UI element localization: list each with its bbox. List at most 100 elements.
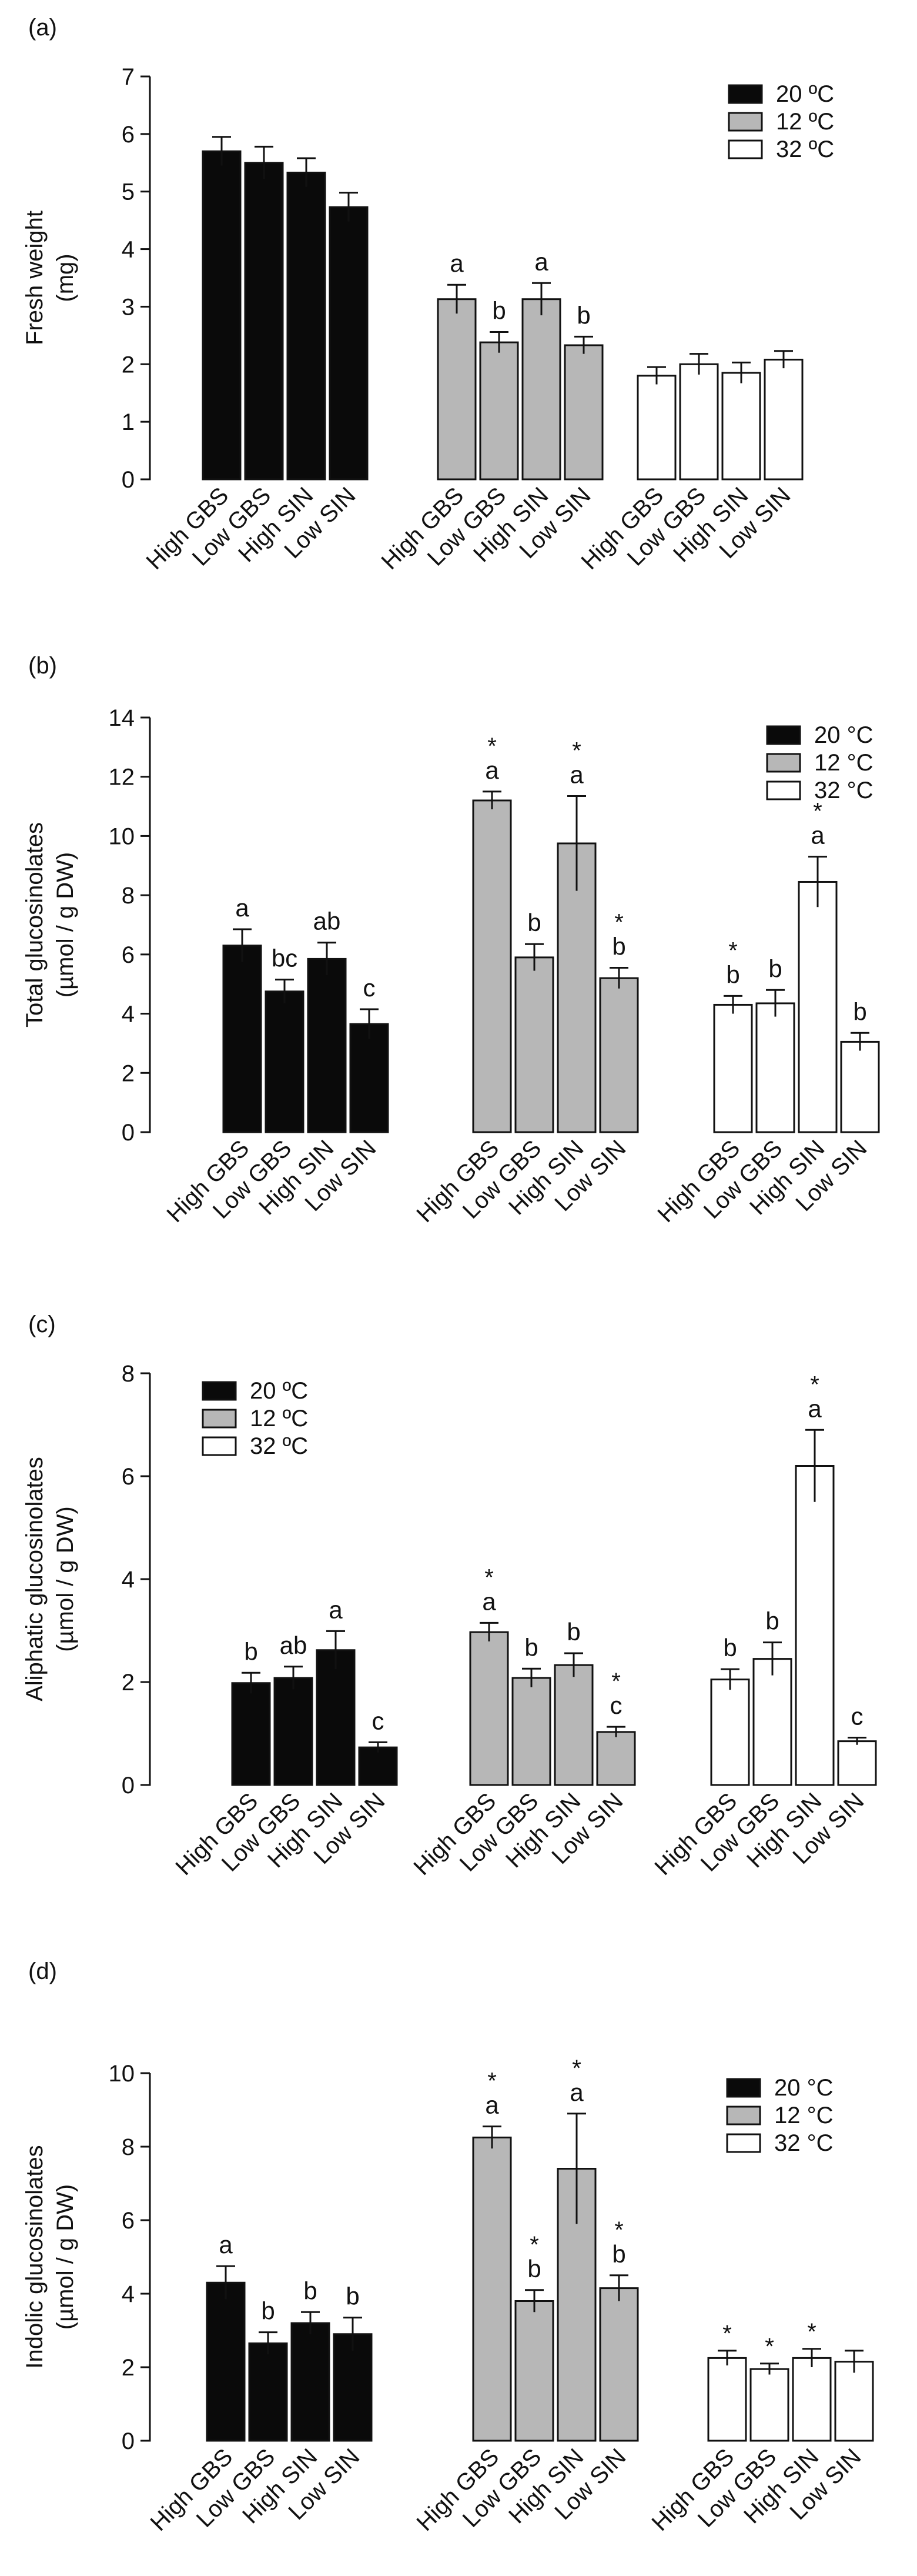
y-tick-label: 2 <box>122 1670 135 1696</box>
panel-label: (a) <box>28 15 57 41</box>
legend-swatch <box>726 2105 761 2125</box>
significance-letter: b <box>726 960 739 988</box>
significance-star: * <box>722 2321 732 2347</box>
legend-swatch <box>728 139 763 159</box>
bar <box>792 2357 832 2442</box>
legend-label: 12 °C <box>774 2103 834 2128</box>
bar <box>749 2368 789 2442</box>
bar <box>795 1465 835 1786</box>
y-tick-label: 5 <box>122 179 135 205</box>
y-tick-label: 8 <box>122 1361 135 1387</box>
legend-swatch <box>726 2078 761 2098</box>
legend-label: 32 °C <box>814 778 874 803</box>
significance-star: * <box>813 799 822 825</box>
significance-letter: b <box>765 1607 779 1635</box>
significance-star: * <box>614 910 624 936</box>
bar <box>721 372 761 481</box>
significance-letter: a <box>329 1596 343 1623</box>
significance-letter: b <box>492 296 506 324</box>
y-tick-label: 0 <box>122 1120 135 1146</box>
bar <box>752 1658 792 1786</box>
bar <box>511 1677 551 1786</box>
y-tick-label: 0 <box>122 467 135 493</box>
y-tick-label: 2 <box>122 1060 135 1086</box>
y-axis-label-line1: Fresh weight <box>22 211 48 345</box>
bar <box>755 1002 795 1133</box>
legend-swatch <box>766 725 801 745</box>
significance-letter: c <box>610 1691 623 1719</box>
significance-letter: a <box>534 248 548 275</box>
y-tick-label: 4 <box>122 1002 135 1027</box>
significance-letter: b <box>261 2297 275 2325</box>
bar <box>710 1679 750 1786</box>
legend-label: 32 ºC <box>250 1433 308 1459</box>
significance-letter: ab <box>313 907 341 935</box>
y-tick-label: 12 <box>109 765 135 790</box>
y-tick-label: 3 <box>122 294 135 320</box>
bar <box>349 1023 389 1133</box>
bar <box>472 2136 512 2442</box>
bar <box>231 1682 271 1786</box>
y-axis-label-line1: Aliphatic glucosinolates <box>22 1457 48 1701</box>
significance-letter: c <box>851 1703 864 1730</box>
legend-swatch <box>202 1409 237 1429</box>
bar <box>707 2357 747 2442</box>
legend-swatch <box>202 1381 237 1401</box>
legend-swatch <box>766 780 801 800</box>
significance-letter: b <box>524 1633 538 1661</box>
legend-label: 20 ºC <box>250 1378 308 1404</box>
legend-swatch <box>202 1436 237 1456</box>
bar <box>679 363 719 481</box>
significance-letter: a <box>570 760 584 788</box>
bar <box>329 206 369 481</box>
significance-letter: a <box>482 1587 496 1615</box>
panel-b: (b) 0 2 4 6 8 10 12 14 Total glucosinolates (µmol … <box>22 653 880 1227</box>
significance-letter: a <box>485 756 499 784</box>
significance-letter: ab <box>280 1631 307 1659</box>
bar <box>713 1003 753 1133</box>
significance-letter: b <box>527 909 541 936</box>
significance-letter: b <box>853 997 866 1025</box>
bar <box>834 2361 874 2442</box>
y-tick-label: 8 <box>122 883 135 909</box>
significance-star: * <box>614 2217 624 2243</box>
significance-star: * <box>572 738 581 763</box>
bar <box>222 945 262 1133</box>
legend-label: 32 °C <box>774 2130 834 2156</box>
significance-letter: a <box>485 2091 499 2119</box>
legend-label: 20 °C <box>814 722 874 748</box>
y-axis-label-line2: (µmol / g DW) <box>52 2184 78 2330</box>
significance-star: * <box>572 2056 581 2081</box>
significance-letter: b <box>612 933 625 960</box>
legend-label: 12 °C <box>814 750 874 776</box>
significance-letter: a <box>808 1394 822 1422</box>
legend-swatch <box>728 112 763 132</box>
bar <box>514 956 554 1133</box>
bar <box>273 1677 313 1786</box>
significance-star: * <box>484 1564 494 1590</box>
y-tick-label: 0 <box>122 2428 135 2454</box>
legend-label: 12 ºC <box>776 109 834 135</box>
significance-letter: b <box>346 2283 359 2310</box>
bar <box>316 1649 356 1786</box>
bar <box>840 1040 880 1133</box>
y-tick-label: 8 <box>122 2134 135 2160</box>
panel-d: (d) 0 2 4 6 8 10 Indolic glucosinolates (µmol / … <box>22 1958 874 2536</box>
bar <box>521 298 561 481</box>
significance-letter: bc <box>272 945 297 972</box>
y-tick-label: 2 <box>122 2355 135 2381</box>
bar <box>554 1664 594 1786</box>
y-tick-label: 7 <box>122 64 135 90</box>
y-tick-label: 6 <box>122 2208 135 2234</box>
bar <box>469 1631 509 1786</box>
legend: 20 °C12 °C32 °C <box>766 722 874 803</box>
y-tick-label: 10 <box>109 823 135 849</box>
legend-swatch <box>766 753 801 773</box>
y-tick-label: 1 <box>122 409 135 435</box>
legend-label: 32 ºC <box>776 136 834 162</box>
significance-letter: b <box>612 2240 625 2268</box>
y-tick-label: 6 <box>122 1464 135 1490</box>
bar <box>265 990 304 1133</box>
bar <box>437 298 477 481</box>
y-axis-label: Indolic glucosinolates (µmol / g DW) <box>22 2145 78 2368</box>
